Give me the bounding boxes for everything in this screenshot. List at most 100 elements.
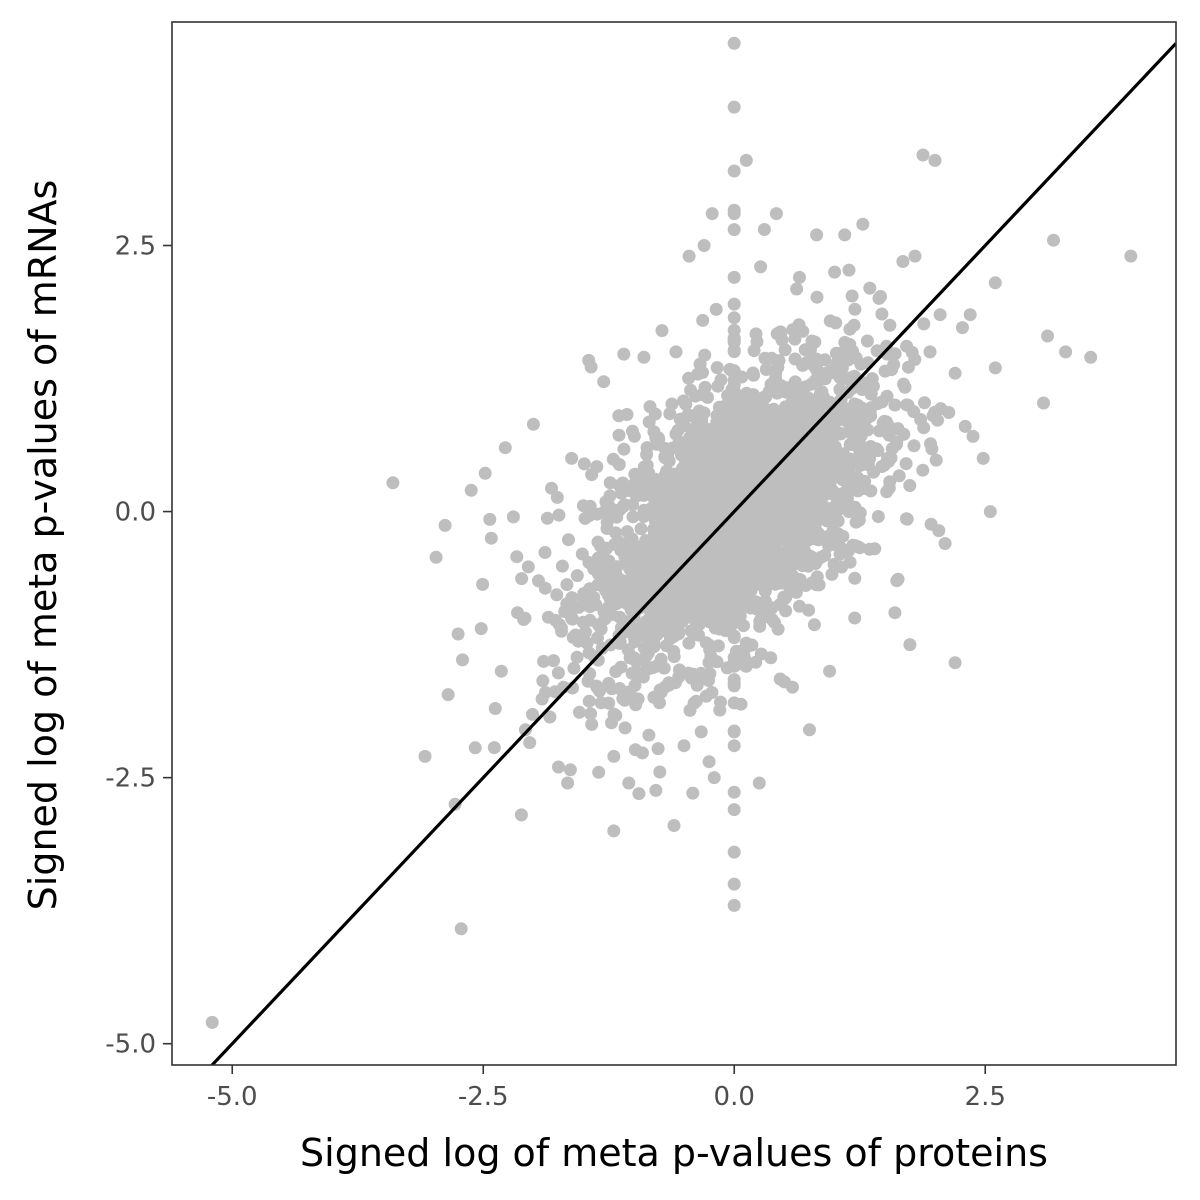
scatter-point xyxy=(769,536,783,550)
scatter-point xyxy=(756,610,770,624)
scatter-point xyxy=(708,604,721,618)
scatter-point xyxy=(925,442,939,456)
scatter-point xyxy=(702,755,716,769)
scatter-point xyxy=(654,685,668,699)
scatter-point xyxy=(781,534,795,547)
scatter-point xyxy=(799,462,812,475)
scatter-point xyxy=(818,353,832,367)
scatter-point xyxy=(794,519,808,533)
scatter-point xyxy=(711,639,725,653)
scatter-point xyxy=(648,607,662,621)
points-layer xyxy=(205,36,1138,1029)
scatter-point xyxy=(806,352,819,366)
scatter-point xyxy=(635,746,649,760)
scatter-point xyxy=(796,324,810,338)
scatter-point xyxy=(692,560,706,574)
scatter-point xyxy=(699,636,713,650)
scatter-point xyxy=(727,334,741,348)
scatter-point xyxy=(703,667,717,681)
scatter-point xyxy=(657,552,671,566)
scatter-point xyxy=(727,898,741,912)
scatter-point xyxy=(933,308,947,322)
scatter-point xyxy=(593,684,606,698)
scatter-point xyxy=(823,314,837,328)
scatter-point xyxy=(808,502,822,516)
scatter-point xyxy=(807,618,821,632)
scatter-point xyxy=(711,454,725,468)
scatter-point xyxy=(828,265,842,279)
scatter-point xyxy=(648,472,662,486)
scatter-point xyxy=(561,776,575,790)
scatter-point xyxy=(778,591,792,605)
scatter-point xyxy=(767,615,781,629)
scatter-point xyxy=(595,641,609,655)
scatter-point xyxy=(822,533,836,547)
scatter-point xyxy=(908,249,922,263)
scatter-point xyxy=(764,453,778,467)
scatter-point xyxy=(536,674,550,688)
scatter-point xyxy=(651,742,665,756)
scatter-point xyxy=(758,594,772,608)
scatter-point xyxy=(582,646,596,660)
scatter-point xyxy=(856,217,870,231)
scatter-point xyxy=(441,688,455,702)
scatter-point xyxy=(793,270,806,284)
scatter-point xyxy=(804,377,818,391)
scatter-point xyxy=(851,398,865,412)
scatter-point xyxy=(780,381,794,395)
scatter-point xyxy=(565,451,579,465)
scatter-point xyxy=(907,439,921,453)
scatter-point xyxy=(594,622,608,636)
scatter-point xyxy=(620,597,634,611)
scatter-point xyxy=(955,321,969,335)
scatter-point xyxy=(448,797,462,811)
scatter-point xyxy=(682,504,696,518)
scatter-point xyxy=(727,845,741,859)
scatter-point xyxy=(613,682,627,695)
scatter-point xyxy=(526,707,539,721)
scatter-point xyxy=(871,510,885,523)
scatter-point xyxy=(589,598,603,612)
y-axis: 2.5 0.0 -2.5 -5.0 xyxy=(105,232,172,1060)
scatter-point xyxy=(603,489,617,503)
scatter-point xyxy=(843,555,857,569)
scatter-point xyxy=(1084,350,1098,364)
scatter-point xyxy=(550,588,564,602)
scatter-point xyxy=(585,468,599,482)
scatter-point xyxy=(903,479,917,492)
scatter-point xyxy=(892,469,906,483)
scatter-point xyxy=(1124,249,1138,263)
scatter-point xyxy=(888,606,902,620)
line-layer xyxy=(209,42,1176,1065)
scatter-point xyxy=(899,457,913,471)
scatter-point xyxy=(741,543,754,557)
scatter-point xyxy=(664,600,678,614)
scatter-point xyxy=(887,358,901,372)
scatter-point xyxy=(752,460,766,474)
scatter-point xyxy=(646,661,660,675)
x-axis: -5.0 -2.5 0.0 2.5 xyxy=(207,1065,1006,1112)
scatter-point xyxy=(776,478,790,492)
scatter-point xyxy=(727,207,741,221)
scatter-point xyxy=(863,281,877,295)
scatter-point xyxy=(788,509,802,523)
scatter-point xyxy=(575,547,589,561)
scatter-point xyxy=(840,339,854,353)
scatter-point xyxy=(693,439,707,453)
scatter-point xyxy=(464,483,478,497)
scatter-point xyxy=(929,453,943,467)
scatter-point xyxy=(905,345,919,359)
scatter-point xyxy=(708,572,722,586)
scatter-point xyxy=(673,663,686,677)
scatter-point xyxy=(948,366,962,380)
scatter-point xyxy=(649,516,663,530)
scatter-point xyxy=(704,649,718,663)
scatter-point xyxy=(948,656,962,670)
scatter-point xyxy=(896,255,910,268)
scatter-point xyxy=(755,394,769,407)
scatter-point xyxy=(547,654,560,668)
scatter-point xyxy=(727,451,741,465)
scatter-point xyxy=(788,332,802,346)
scatter-point xyxy=(679,397,693,411)
